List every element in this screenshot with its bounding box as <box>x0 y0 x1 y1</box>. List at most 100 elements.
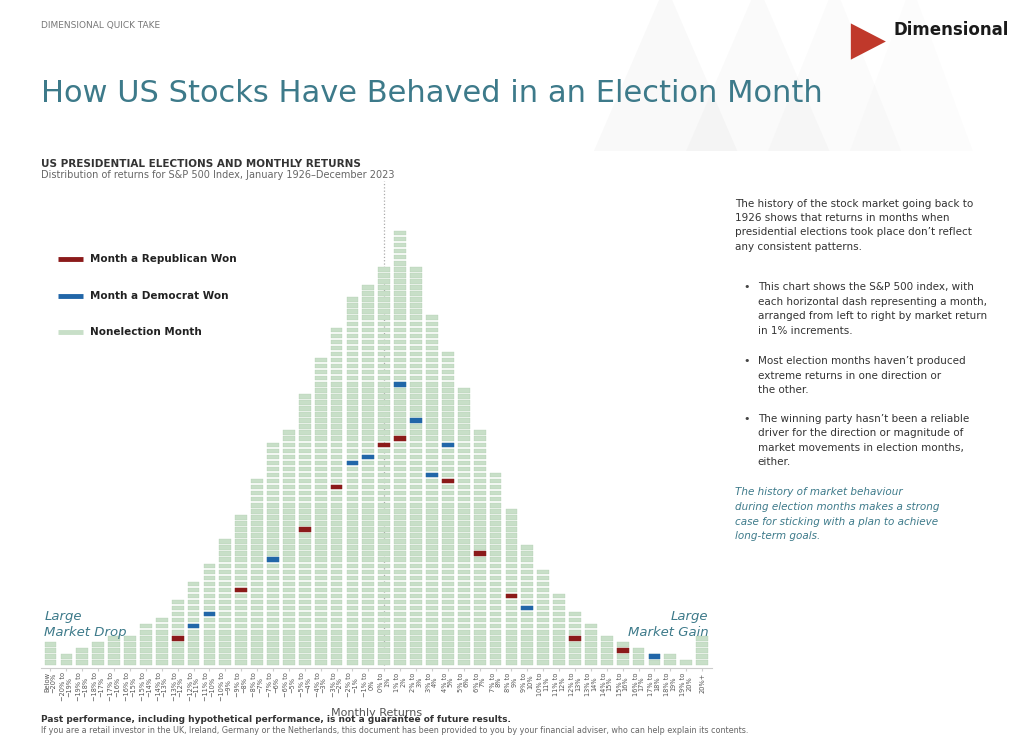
Bar <box>314 533 327 538</box>
Bar <box>362 491 374 495</box>
Bar <box>314 587 327 592</box>
Bar <box>521 606 534 610</box>
Bar <box>362 442 374 447</box>
Bar <box>394 485 407 489</box>
Bar <box>156 643 168 646</box>
Bar <box>458 563 470 568</box>
Bar <box>314 388 327 393</box>
Bar <box>219 599 231 604</box>
Bar <box>172 612 183 616</box>
Bar <box>474 533 485 538</box>
Bar <box>426 328 438 332</box>
Bar <box>442 515 454 519</box>
Bar <box>299 430 310 435</box>
Bar <box>442 581 454 586</box>
Bar <box>426 485 438 489</box>
Bar <box>411 636 422 640</box>
Bar <box>411 467 422 471</box>
Text: The history of market behaviour
during election months makes a strong
case for s: The history of market behaviour during e… <box>735 487 940 541</box>
Bar <box>394 382 407 387</box>
Bar <box>553 636 565 640</box>
Bar <box>346 461 358 465</box>
Bar <box>442 509 454 513</box>
Bar <box>331 346 342 350</box>
Bar <box>283 467 295 471</box>
Bar <box>314 527 327 532</box>
Bar <box>585 649 597 652</box>
Bar <box>331 485 342 489</box>
Bar <box>314 364 327 368</box>
Bar <box>411 364 422 368</box>
Bar <box>362 636 374 640</box>
Bar <box>346 388 358 393</box>
Bar <box>442 479 454 483</box>
Bar <box>394 643 407 646</box>
Bar <box>219 545 231 550</box>
Bar <box>346 436 358 441</box>
Bar <box>140 624 152 628</box>
Bar <box>204 612 215 616</box>
Bar <box>394 630 407 634</box>
Bar <box>140 643 152 646</box>
Bar <box>267 581 279 586</box>
Bar <box>314 545 327 550</box>
Bar <box>394 473 407 477</box>
Bar <box>362 370 374 374</box>
Bar <box>411 400 422 405</box>
Bar <box>458 430 470 435</box>
Bar <box>299 606 310 610</box>
Bar <box>506 527 517 532</box>
Bar <box>442 539 454 544</box>
Bar <box>426 630 438 634</box>
Bar <box>426 581 438 586</box>
Bar <box>394 316 407 320</box>
Bar <box>219 661 231 665</box>
Bar <box>362 400 374 405</box>
Bar <box>521 587 534 592</box>
Text: •: • <box>743 356 750 366</box>
Bar <box>331 655 342 659</box>
Bar <box>379 569 390 574</box>
Bar <box>299 636 310 640</box>
Bar <box>362 461 374 465</box>
Bar <box>474 467 485 471</box>
Bar <box>379 497 390 501</box>
Bar <box>426 400 438 405</box>
Bar <box>346 593 358 598</box>
Bar <box>474 649 485 652</box>
Bar <box>346 618 358 622</box>
Bar <box>474 557 485 562</box>
Bar <box>314 557 327 562</box>
Bar <box>331 545 342 550</box>
Bar <box>426 334 438 338</box>
Bar <box>314 418 327 423</box>
Bar <box>442 569 454 574</box>
Bar <box>362 509 374 513</box>
Bar <box>379 285 390 290</box>
Bar <box>411 649 422 652</box>
Bar <box>411 618 422 622</box>
Bar <box>362 593 374 598</box>
Bar <box>474 515 485 519</box>
Bar <box>474 448 485 453</box>
Bar <box>458 448 470 453</box>
Text: Month a Democrat Won: Month a Democrat Won <box>90 291 228 300</box>
Bar <box>346 509 358 513</box>
Bar <box>426 388 438 393</box>
Bar <box>331 618 342 622</box>
Bar <box>442 618 454 622</box>
Bar <box>283 624 295 628</box>
Text: This chart shows the S&P 500 index, with
each horizontal dash representing a mon: This chart shows the S&P 500 index, with… <box>758 282 987 335</box>
Bar <box>489 521 502 525</box>
Bar <box>411 630 422 634</box>
Bar <box>187 655 200 659</box>
Bar <box>442 636 454 640</box>
Bar <box>538 593 549 598</box>
Bar <box>267 491 279 495</box>
Bar <box>109 655 120 659</box>
Bar <box>236 569 247 574</box>
Bar <box>379 643 390 646</box>
Bar <box>411 285 422 290</box>
Bar <box>331 497 342 501</box>
Bar <box>394 328 407 332</box>
